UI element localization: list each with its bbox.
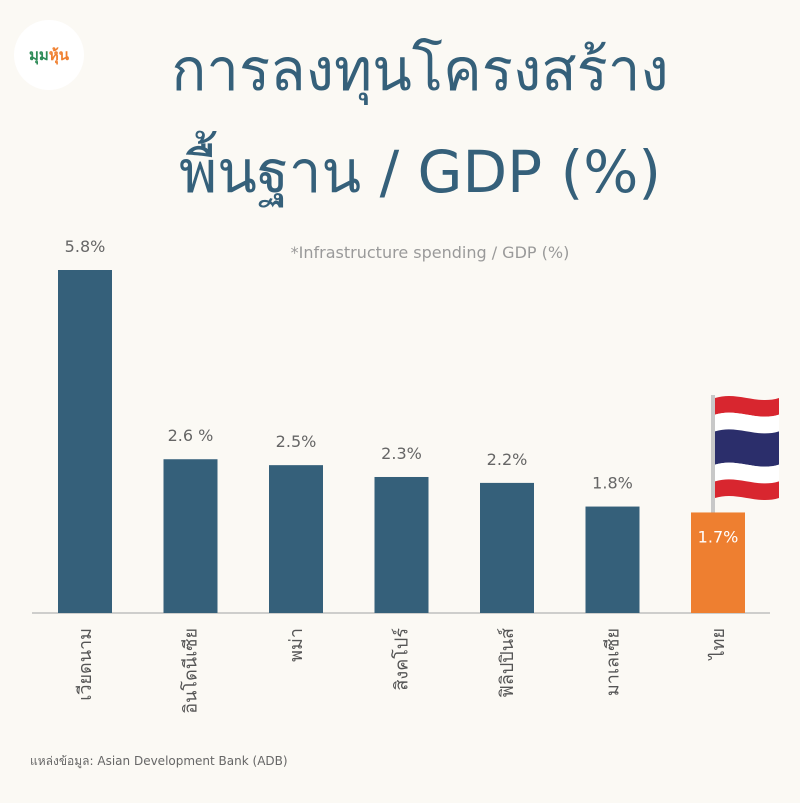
data-label: 2.6 % xyxy=(168,426,214,445)
bar xyxy=(163,459,218,613)
flag-stripe xyxy=(715,479,779,501)
flag-stripe xyxy=(715,429,779,467)
data-label: 2.5% xyxy=(276,432,317,451)
category-label: ฟิลิปปินส์ xyxy=(497,628,518,698)
source-note: แหล่งข้อมูล: Asian Development Bank (ADB… xyxy=(30,754,288,768)
category-label: มาเลเซีย xyxy=(603,628,624,696)
data-label: 5.8% xyxy=(65,237,106,256)
data-label: 1.8% xyxy=(592,474,633,493)
logo: มุม หุ้น xyxy=(14,20,84,90)
bar xyxy=(374,476,429,613)
flag-stripe xyxy=(715,462,779,484)
category-label: สิงคโปร์ xyxy=(391,628,413,691)
bar xyxy=(58,270,112,613)
category-label: เวียดนาม xyxy=(75,628,96,701)
logo-text: มุม xyxy=(29,46,49,64)
data-label: 2.3% xyxy=(381,444,422,463)
data-label: 1.7% xyxy=(698,527,739,546)
logo-text-accent: หุ้น xyxy=(48,46,69,64)
page-title-line-1: การลงทุนโครงสร้าง xyxy=(171,36,669,104)
bar xyxy=(269,465,323,613)
category-label: อินโดนีเซีย xyxy=(180,628,202,714)
chart-subtitle: *Infrastructure spending / GDP (%) xyxy=(290,243,570,262)
category-label: ไทย xyxy=(707,628,729,661)
bar xyxy=(585,506,640,613)
thai-flag-icon xyxy=(715,395,779,501)
bar xyxy=(691,512,745,613)
page-title-line-2: พื้นฐาน / GDP (%) xyxy=(179,138,661,206)
data-label: 2.2% xyxy=(487,450,528,469)
category-label: พม่า xyxy=(286,628,307,662)
bar xyxy=(480,482,534,613)
flag-stripe xyxy=(715,412,779,434)
flag-stripe xyxy=(715,395,779,417)
